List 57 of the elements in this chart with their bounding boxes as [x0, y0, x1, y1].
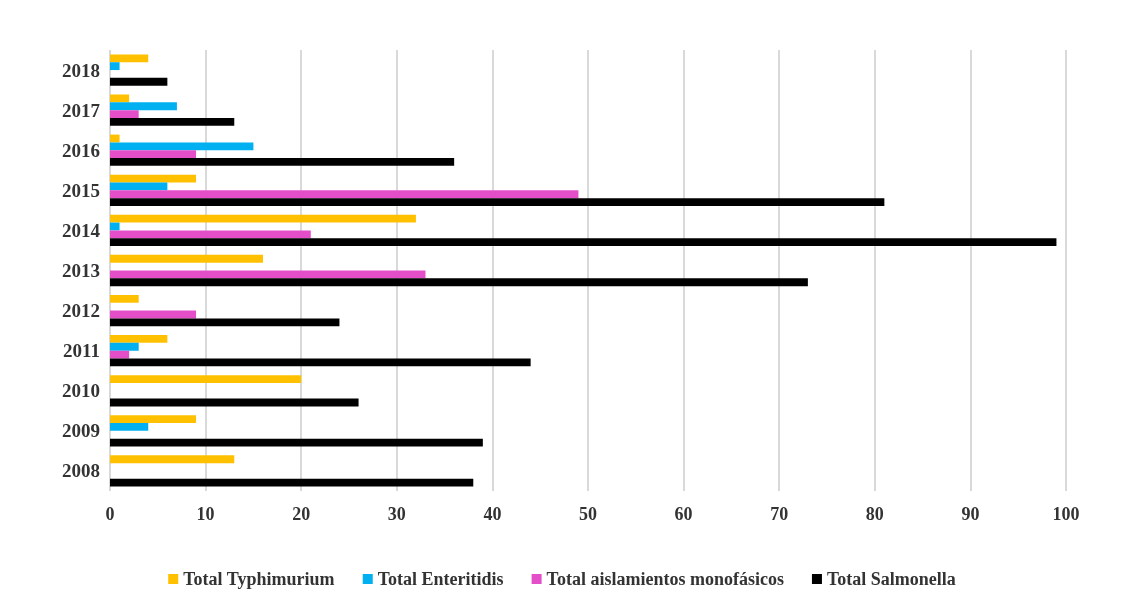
y-tick-label: 2011: [63, 340, 100, 362]
x-tick-label: 0: [105, 504, 115, 524]
bar: [110, 117, 235, 126]
y-tick-label: 2014: [62, 219, 101, 241]
x-tick-label: 60: [674, 504, 693, 524]
x-tick-label: 100: [1052, 504, 1080, 524]
bar: [110, 222, 120, 231]
bar: [110, 294, 139, 303]
bar: [110, 190, 579, 199]
bar: [110, 142, 254, 151]
y-tick-label: 2017: [62, 99, 101, 121]
x-tick-label: 50: [579, 504, 597, 524]
x-tick-label: 10: [196, 504, 215, 524]
x-tick-label: 80: [865, 504, 884, 524]
bar: [110, 77, 168, 86]
y-tick-label: 2010: [62, 380, 100, 402]
bar: [110, 415, 197, 424]
y-tick-label: 2012: [62, 300, 100, 322]
bar: [110, 102, 177, 111]
bar: [110, 478, 474, 487]
y-tick-label: 2016: [62, 139, 100, 161]
bar: [110, 62, 120, 71]
y-tick-label: 2018: [62, 59, 100, 81]
legend-label: Total Enteritidis: [377, 569, 504, 589]
x-tick-label: 90: [961, 504, 980, 524]
bar: [110, 342, 139, 351]
bar: [110, 358, 531, 367]
bar: [110, 198, 885, 206]
legend-label: Total aislamientos monofásicos: [546, 569, 784, 589]
bar: [110, 398, 359, 407]
x-tick-label: 20: [292, 504, 311, 524]
x-tick-label: 40: [483, 504, 502, 524]
bar: [110, 238, 1057, 247]
bar: [110, 134, 120, 143]
x-tick-label: 30: [387, 504, 406, 524]
bar: [110, 438, 483, 447]
y-tick-label: 2015: [62, 179, 100, 201]
x-tick-label: 70: [770, 504, 789, 524]
legend-label: Total Typhimurium: [183, 569, 335, 589]
bar: [110, 375, 302, 383]
bar: [110, 318, 340, 327]
y-tick-label: 2013: [62, 260, 100, 281]
bar: [110, 254, 263, 263]
bar: [110, 455, 235, 464]
legend-label: Total Salmonella: [826, 569, 956, 589]
bar: [110, 423, 149, 431]
y-tick-label: 2009: [62, 420, 100, 442]
y-tick-label: 2008: [62, 460, 100, 482]
bar: [110, 230, 311, 239]
bar: [110, 150, 197, 159]
bar: [110, 335, 168, 343]
bar: [110, 174, 197, 183]
bar: [110, 110, 139, 118]
bar: [110, 54, 149, 63]
bar: [110, 214, 416, 223]
bar: [110, 158, 455, 166]
bar: [110, 278, 808, 287]
